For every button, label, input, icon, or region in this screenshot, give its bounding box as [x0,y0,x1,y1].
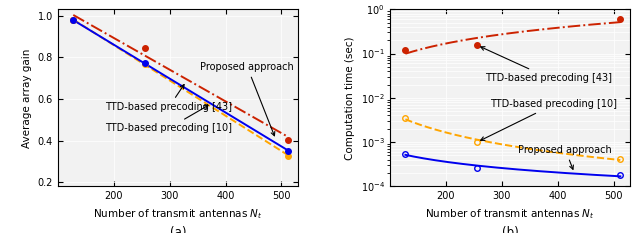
Text: (a): (a) [170,226,186,233]
Text: TTD-based precoding [43]: TTD-based precoding [43] [105,85,232,113]
Text: Proposed approach: Proposed approach [200,62,294,136]
Text: TTD-based precoding [43]: TTD-based precoding [43] [481,47,612,83]
Y-axis label: Computation time (sec): Computation time (sec) [345,36,355,160]
Text: (b): (b) [502,226,518,233]
X-axis label: Number of transmit antennas $N_t$: Number of transmit antennas $N_t$ [93,207,263,221]
Text: TTD-based precoding [10]: TTD-based precoding [10] [481,99,618,140]
Text: TTD-based precoding [10]: TTD-based precoding [10] [105,106,232,133]
Text: Proposed approach: Proposed approach [518,145,612,169]
X-axis label: Number of transmit antennas $N_t$: Number of transmit antennas $N_t$ [425,207,595,221]
Y-axis label: Average array gain: Average array gain [22,48,32,147]
